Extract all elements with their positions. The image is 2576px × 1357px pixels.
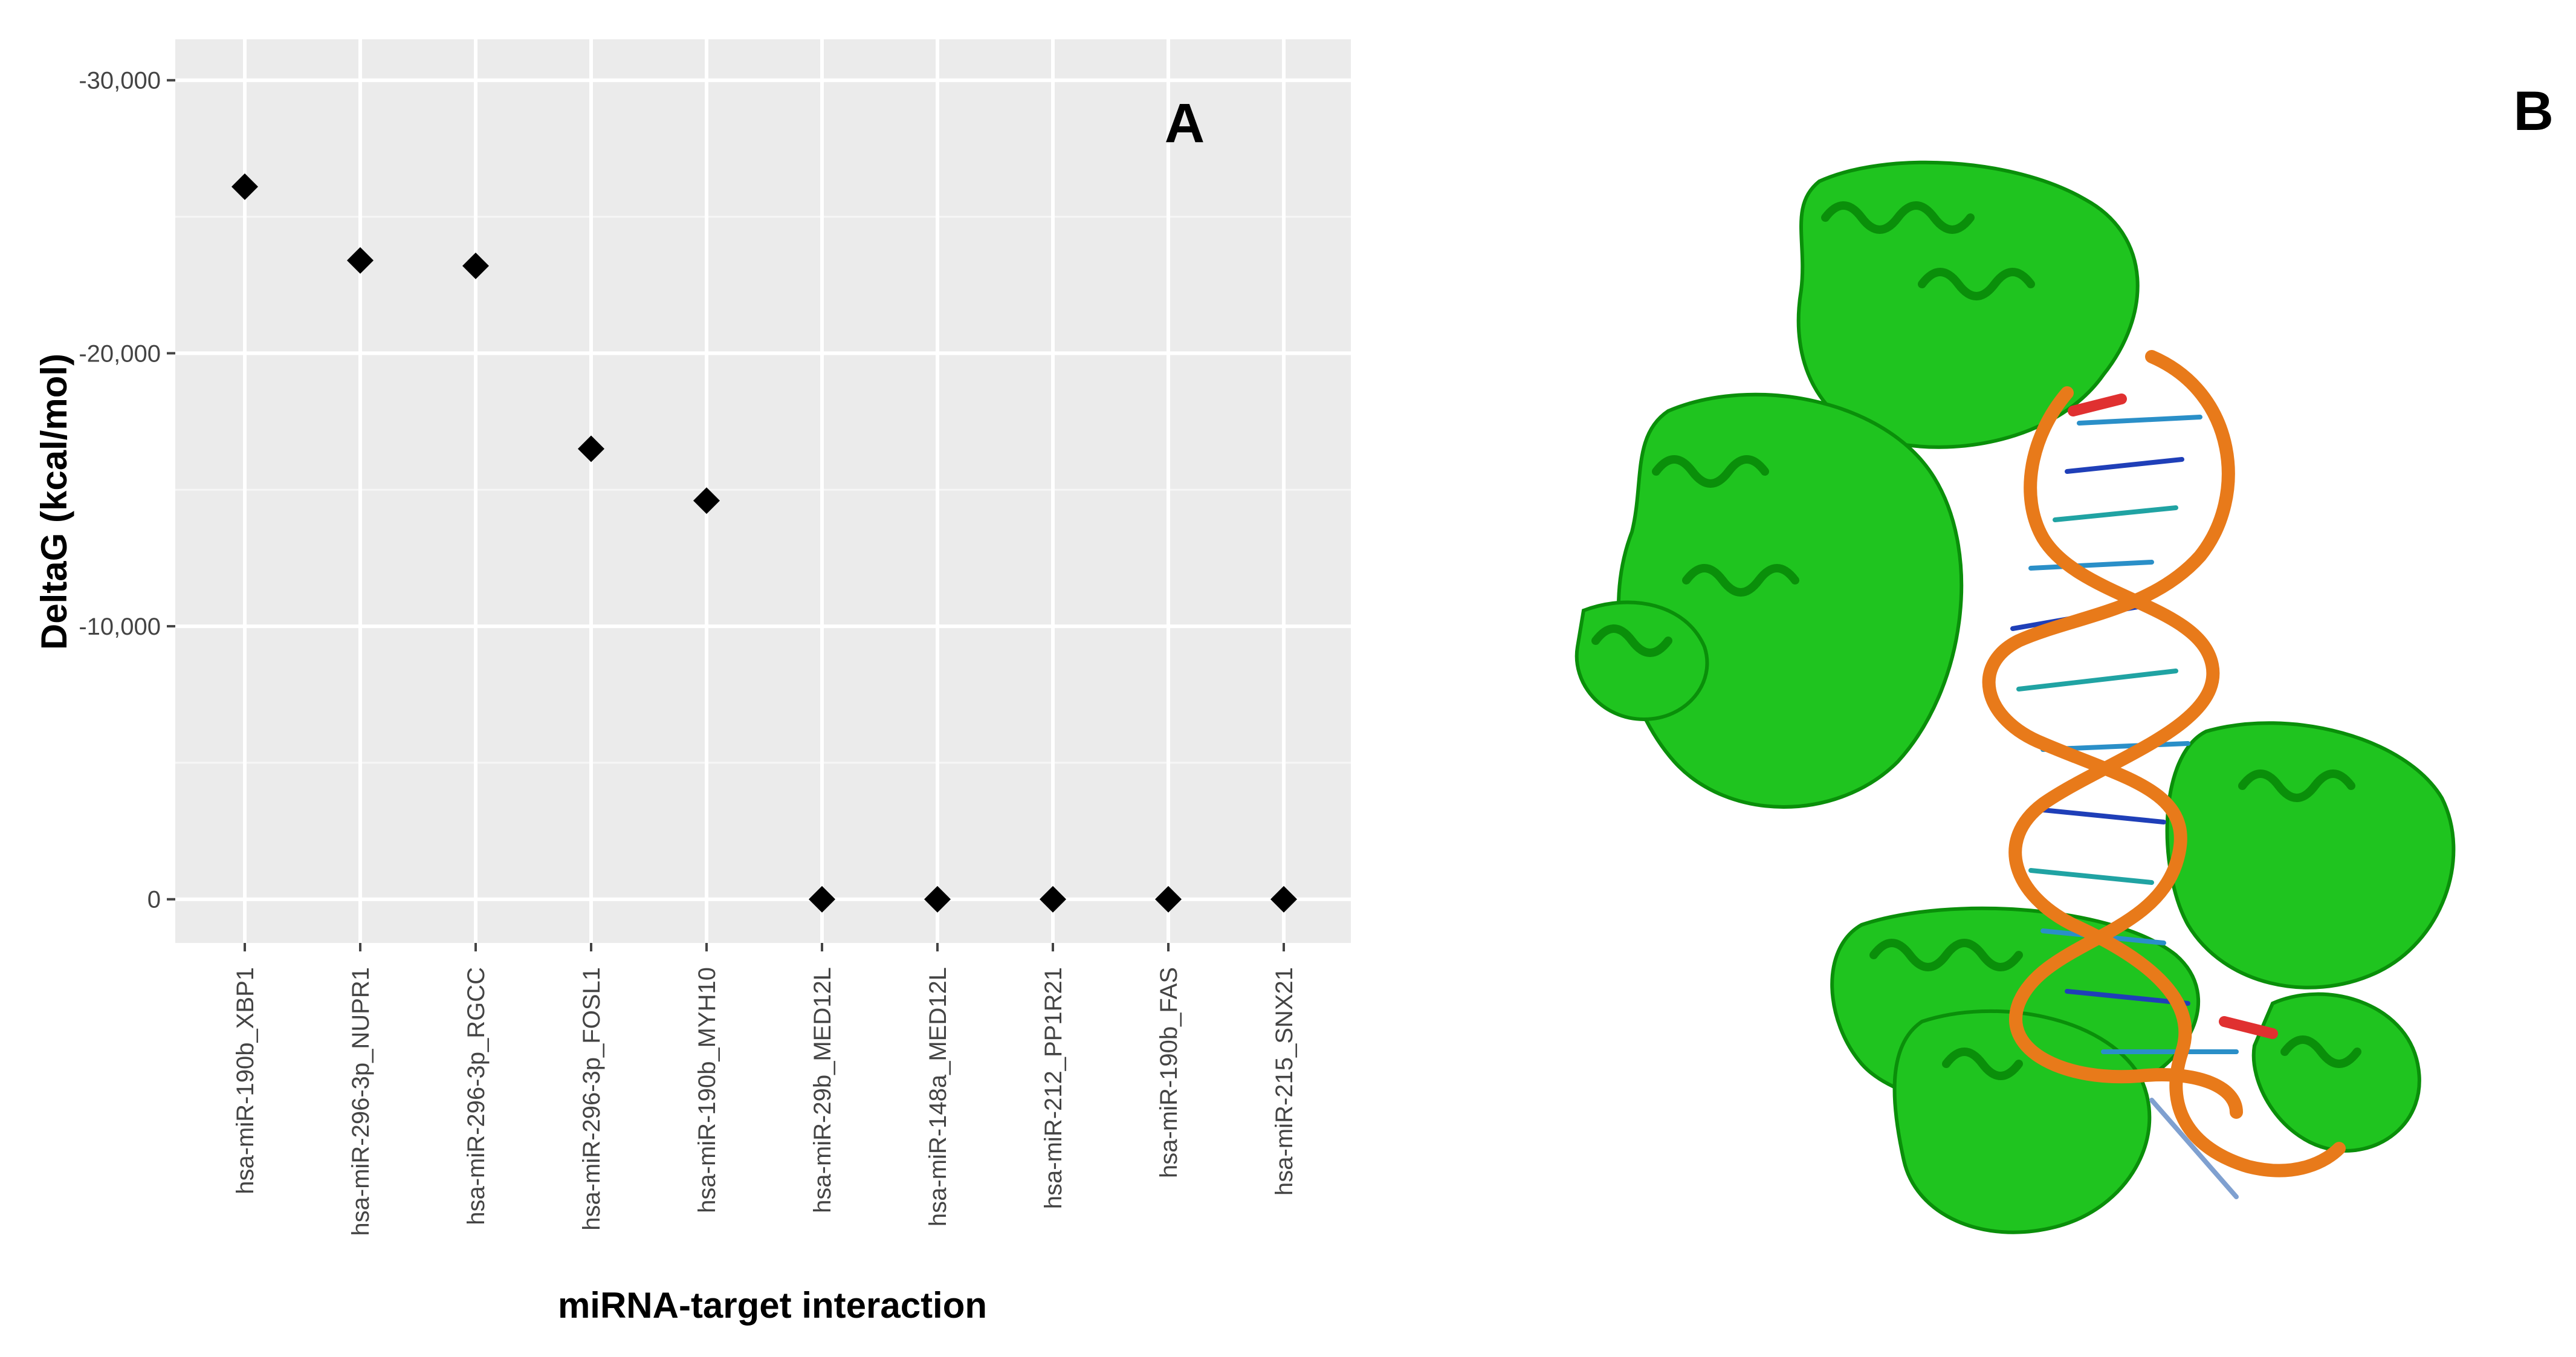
y-tick-labels: -30,000 -20,000 -10,000 0 — [79, 68, 161, 913]
data-point — [347, 247, 374, 274]
x-tick-label: hsa-miR-212_PP1R21 — [1040, 967, 1067, 1209]
data-point — [1155, 886, 1182, 913]
data-point — [462, 252, 489, 279]
data-point — [1270, 886, 1297, 913]
data-point — [924, 886, 951, 913]
plot-background — [175, 39, 1351, 943]
x-tick-label: hsa-miR-190b_FAS — [1156, 967, 1182, 1178]
x-tick-label: hsa-miR-190b_XBP1 — [232, 967, 259, 1194]
x-tick-label: hsa-miR-215_SNX21 — [1271, 967, 1298, 1196]
data-point — [231, 173, 258, 200]
x-axis-title: miRNA-target interaction — [558, 1285, 987, 1326]
y-tick-label: -30,000 — [79, 68, 161, 94]
rna-highlight — [2068, 393, 2278, 1039]
data-point — [809, 886, 835, 913]
x-tick-label: hsa-miR-148a_MED12L — [925, 967, 951, 1226]
y-axis-title: DeltaG (kcal/mol) — [34, 354, 74, 650]
data-points — [231, 173, 1297, 913]
structure-panel-b: B — [1574, 80, 2554, 1234]
data-point — [693, 487, 720, 514]
panel-label-a: A — [1165, 92, 1205, 154]
protein-helices — [1591, 201, 2361, 1080]
protein-rna-structure — [1574, 160, 2456, 1234]
x-tick-label: hsa-miR-296-3p_RGCC — [463, 967, 490, 1225]
x-tick-label: hsa-miR-29b_MED12L — [809, 967, 836, 1213]
rna-base-pairs — [2010, 415, 2239, 1199]
gridlines — [175, 39, 1351, 943]
x-tick-labels: hsa-miR-190b_XBP1 hsa-miR-296-3p_NUPR1 hsa… — [232, 967, 1298, 1236]
y-tick-label: -20,000 — [79, 340, 161, 367]
y-tick-label: 0 — [147, 887, 161, 913]
x-tick-label: hsa-miR-296-3p_NUPR1 — [348, 967, 374, 1236]
x-tick-label: hsa-miR-296-3p_FOSL1 — [578, 967, 605, 1231]
x-tick-label: hsa-miR-190b_MYH10 — [694, 967, 720, 1213]
data-point — [1040, 886, 1066, 913]
y-tick-label: -10,000 — [79, 614, 161, 640]
rna-backbone — [1982, 350, 2346, 1177]
panel-label-b: B — [2514, 80, 2554, 142]
data-point — [578, 435, 604, 462]
chart-panel-a: -30,000 -20,000 -10,000 0 hsa-miR-190b_XBP1… — [34, 39, 1351, 1326]
axis-ticks — [167, 79, 1285, 951]
